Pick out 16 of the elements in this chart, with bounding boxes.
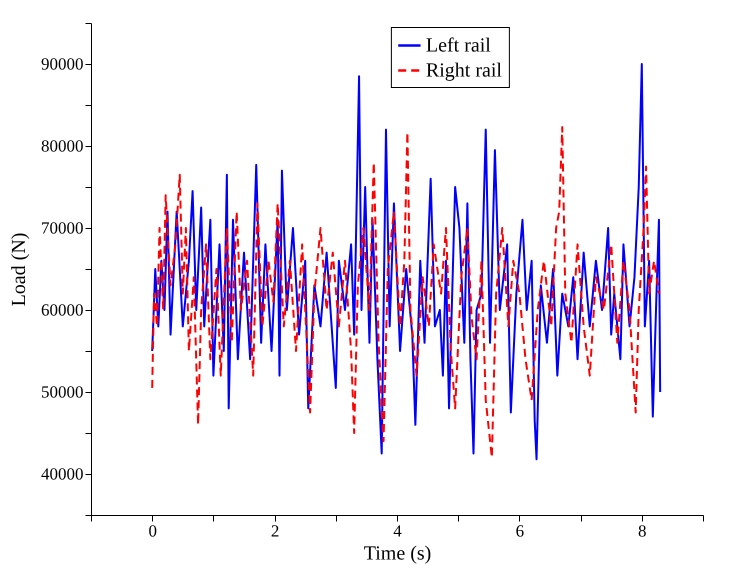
y-tick-label: 80000 (41, 136, 84, 156)
y-tick-label: 60000 (41, 300, 84, 320)
legend-label: Right rail (426, 60, 502, 82)
y-tick-label: 50000 (41, 382, 84, 402)
x-tick-label: 2 (270, 522, 280, 540)
x-axis-title: Time (s) (364, 542, 432, 564)
line-series (151, 63, 662, 460)
y-tick-label: 90000 (41, 54, 84, 74)
x-tick-label: 6 (516, 522, 524, 540)
x-tick-label: 8 (638, 522, 647, 540)
y-axis-title: Load (N) (8, 232, 30, 306)
x-tick-label: 4 (393, 522, 402, 540)
x-tick-label: 0 (148, 522, 157, 540)
legend-label: Left rail (426, 34, 492, 56)
y-tick-label: 70000 (41, 218, 84, 238)
y-tick-label: 40000 (41, 464, 84, 484)
